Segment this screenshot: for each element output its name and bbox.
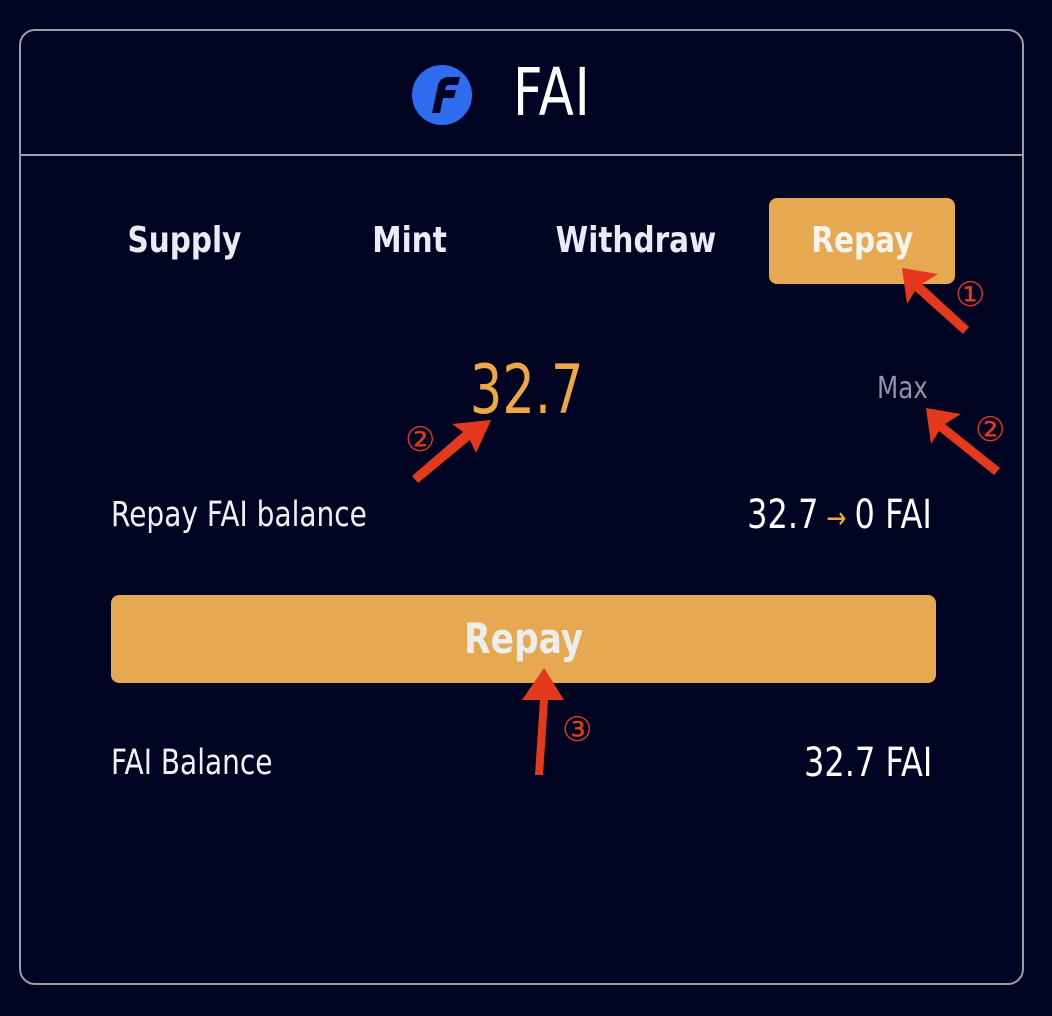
repay-balance-value: 32.7 → 0 FAI: [701, 491, 932, 543]
tab-supply[interactable]: Supply: [84, 198, 284, 284]
repay-balance-to: 0 FAI: [854, 492, 932, 538]
repay-button-label: Repay: [463, 614, 584, 663]
amount-input[interactable]: 32.7: [451, 351, 601, 431]
card-header: FAI: [21, 31, 1022, 156]
fai-balance-label: FAI Balance: [111, 743, 273, 783]
tab-mint-label: Mint: [372, 220, 448, 261]
amount-value: 32.7: [469, 351, 584, 430]
tab-mint[interactable]: Mint: [310, 198, 510, 284]
arrow-right-icon: →: [826, 501, 847, 536]
fai-balance-value: 32.7 FAI: [803, 740, 932, 786]
tab-withdraw[interactable]: Withdraw: [536, 198, 736, 284]
tab-supply-label: Supply: [127, 220, 241, 261]
repay-button[interactable]: Repay: [111, 595, 936, 683]
annotation-step-1: ①: [955, 275, 986, 315]
fai-logo-icon: [412, 65, 472, 125]
max-button[interactable]: Max: [877, 369, 939, 409]
tab-repay[interactable]: Repay: [769, 198, 955, 284]
tab-withdraw-label: Withdraw: [555, 220, 717, 261]
page-title: FAI: [513, 54, 591, 131]
repay-balance-label: Repay FAI balance: [111, 495, 367, 535]
tab-repay-label: Repay: [810, 220, 914, 261]
annotation-step-2a: ②: [405, 420, 436, 460]
max-label: Max: [877, 371, 928, 406]
annotation-step-3: ③: [562, 710, 593, 750]
repay-balance-from: 32.7: [747, 492, 819, 538]
fai-card: FAI Supply Mint Withdraw Repay 32.7 Max …: [19, 29, 1024, 985]
annotation-step-2b: ②: [975, 410, 1006, 450]
